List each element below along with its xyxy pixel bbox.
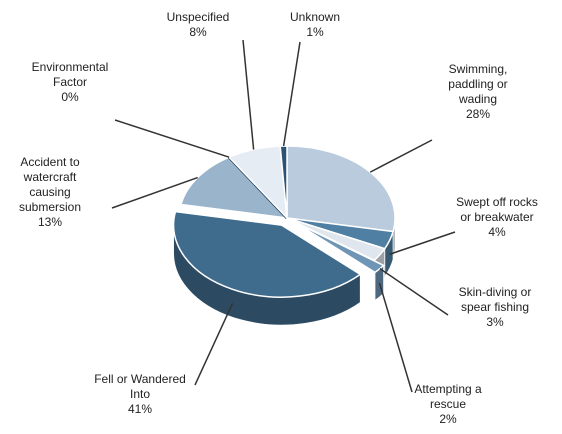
slice: [286, 145, 396, 233]
value-label: 28%: [465, 107, 491, 121]
leader-line: [111, 176, 198, 209]
slice-label: Attempting a rescue 2%: [403, 382, 493, 427]
leader-line: [369, 139, 433, 173]
slice: [172, 210, 362, 298]
category-label: Skin-diving or spear fishing: [458, 285, 532, 314]
slice-label: Unknown 1%: [275, 10, 355, 40]
leader-line: [282, 41, 301, 147]
value-label: 4%: [488, 225, 506, 239]
leader-line: [242, 39, 255, 150]
slice-label: Accident to watercraft causing submersio…: [5, 155, 95, 230]
value-label: 2%: [439, 412, 457, 426]
value-label: 3%: [486, 315, 504, 329]
slice-label: Fell or Wandered Into 41%: [90, 372, 190, 417]
slice-label: Skin-diving or spear fishing 3%: [449, 285, 541, 330]
category-label: Unknown: [289, 10, 341, 24]
slice-label: Swept off rocks or breakwater 4%: [450, 195, 545, 240]
category-label: Unspecified: [166, 10, 230, 24]
value-label: 13%: [37, 215, 63, 229]
category-label: Swimming, paddling or wading: [448, 62, 508, 106]
value-label: 41%: [127, 402, 153, 416]
leader-line: [194, 302, 234, 386]
slice: [179, 156, 289, 220]
slice: [295, 222, 385, 274]
leader-line: [389, 231, 456, 255]
slice-label: Swimming, paddling or wading 28%: [436, 62, 521, 122]
category-label: Attempting a rescue: [414, 382, 482, 411]
value-label: 0%: [61, 90, 79, 104]
value-label: 1%: [306, 25, 324, 39]
category-label: Environmental Factor: [31, 60, 109, 89]
leader-line: [114, 119, 230, 158]
leader-line: [378, 282, 413, 393]
category-label: Swept off rocks or breakwater: [456, 195, 538, 224]
category-label: Accident to watercraft causing submersio…: [18, 155, 82, 214]
value-label: 8%: [189, 25, 207, 39]
category-label: Fell or Wandered Into: [94, 372, 186, 401]
slice-label: Unspecified 8%: [153, 10, 243, 40]
slice-label: Environmental Factor 0%: [20, 60, 120, 105]
leader-line: [379, 268, 449, 316]
